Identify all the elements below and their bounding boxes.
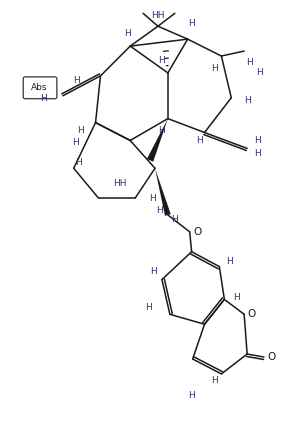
Text: H: H [244, 96, 251, 105]
Text: H: H [211, 64, 218, 73]
Text: H: H [75, 158, 82, 167]
Text: H: H [124, 29, 130, 37]
Text: O: O [247, 309, 255, 319]
Polygon shape [155, 168, 171, 216]
Text: H: H [233, 293, 240, 302]
Text: H: H [158, 126, 165, 135]
Text: H: H [149, 194, 155, 203]
Text: O: O [268, 352, 276, 362]
Text: H: H [171, 216, 178, 224]
Text: H: H [77, 126, 84, 135]
Text: H: H [254, 136, 260, 145]
Text: H: H [73, 76, 80, 85]
Text: O: O [193, 227, 202, 237]
Text: H: H [188, 19, 195, 28]
Text: H: H [145, 303, 151, 312]
FancyBboxPatch shape [23, 77, 57, 99]
Text: H: H [157, 205, 163, 215]
Text: Abs: Abs [31, 83, 47, 92]
Text: HH: HH [151, 11, 165, 20]
Text: H: H [246, 59, 252, 67]
Text: H: H [158, 56, 165, 66]
Text: H: H [256, 69, 262, 77]
Text: H: H [41, 94, 47, 103]
Text: H: H [254, 149, 260, 158]
Text: H: H [72, 138, 79, 147]
Text: H: H [211, 376, 218, 385]
Text: H: H [150, 267, 156, 276]
Text: H: H [188, 391, 195, 400]
Text: H: H [226, 257, 233, 266]
Text: HH: HH [114, 179, 127, 188]
Text: H: H [196, 136, 203, 145]
Polygon shape [147, 119, 168, 162]
